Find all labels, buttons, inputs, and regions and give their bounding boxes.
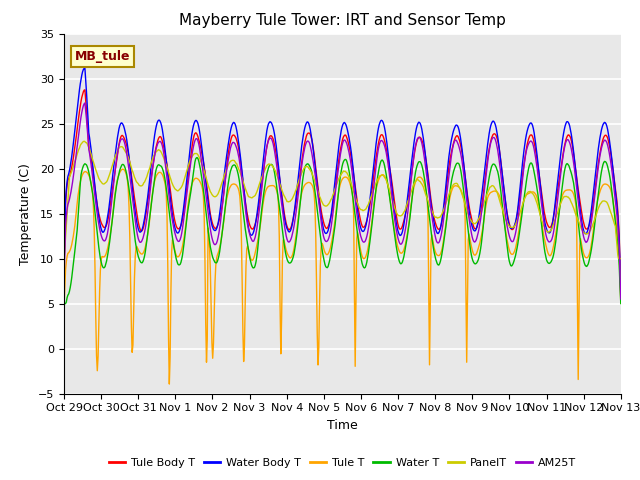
Tule Body T [81, 87, 89, 93]
AM25T [128, 192, 136, 198]
Tule Body T [428, 198, 435, 204]
Water T [70, 255, 78, 261]
Tule T [412, 179, 419, 184]
Tule Body T [214, 221, 222, 227]
Water T [411, 173, 419, 179]
Title: Mayberry Tule Tower: IRT and Sensor Temp: Mayberry Tule Tower: IRT and Sensor Temp [179, 13, 506, 28]
AM25T [617, 296, 625, 302]
Water Body T [70, 134, 78, 140]
Tule Body T [60, 267, 68, 273]
Water T [214, 256, 222, 262]
PanelT [128, 168, 136, 173]
Water T [617, 300, 625, 306]
Tule T [60, 305, 68, 311]
PanelT [60, 256, 68, 262]
Water T [193, 155, 201, 160]
Water Body T [128, 183, 136, 189]
Tule T [166, 381, 173, 387]
PanelT [214, 191, 222, 197]
Tule T [70, 228, 78, 234]
AM25T [411, 146, 419, 152]
PanelT [428, 206, 435, 212]
Tule Body T [411, 148, 419, 154]
Water Body T [617, 292, 625, 298]
Water Body T [60, 264, 68, 270]
Tule T [128, 349, 136, 355]
AM25T [428, 207, 435, 213]
PanelT [617, 256, 625, 262]
Tule T [215, 248, 223, 253]
Tule Body T [617, 289, 625, 295]
AM25T [185, 175, 193, 181]
Line: Water Body T: Water Body T [64, 68, 621, 295]
Water Body T [428, 201, 435, 207]
Tule T [119, 166, 127, 172]
Tule Body T [70, 150, 78, 156]
Tule T [428, 232, 436, 238]
PanelT [185, 161, 193, 167]
Tule T [617, 300, 625, 306]
Water Body T [185, 158, 193, 164]
PanelT [411, 180, 419, 186]
AM25T [60, 279, 68, 285]
Line: PanelT: PanelT [64, 141, 621, 259]
Line: AM25T: AM25T [64, 103, 621, 299]
Water Body T [214, 220, 222, 226]
Line: Tule T: Tule T [64, 169, 621, 384]
AM25T [81, 100, 89, 106]
Water T [127, 205, 135, 211]
Tule T [186, 192, 193, 198]
Text: MB_tule: MB_tule [75, 50, 131, 63]
Water Body T [81, 65, 89, 71]
X-axis label: Time: Time [327, 419, 358, 432]
Water T [60, 300, 68, 306]
Tule Body T [128, 178, 136, 183]
AM25T [214, 234, 222, 240]
Y-axis label: Temperature (C): Temperature (C) [19, 163, 33, 264]
Line: Water T: Water T [64, 157, 621, 303]
Line: Tule Body T: Tule Body T [64, 90, 621, 292]
PanelT [80, 138, 88, 144]
Water Body T [411, 134, 419, 140]
PanelT [70, 161, 78, 167]
Tule Body T [185, 170, 193, 176]
Legend: Tule Body T, Water Body T, Tule T, Water T, PanelT, AM25T: Tule Body T, Water Body T, Tule T, Water… [104, 453, 580, 472]
AM25T [70, 168, 78, 174]
Water T [184, 207, 192, 213]
Water T [428, 228, 435, 234]
